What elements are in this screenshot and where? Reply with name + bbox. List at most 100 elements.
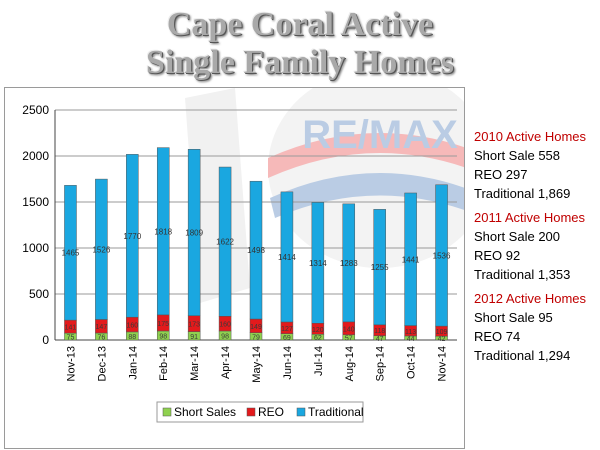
x-tick-label: Nov-13 bbox=[65, 346, 77, 381]
summary-2011-reo: REO 92 bbox=[474, 248, 521, 263]
x-tick-label: Jan-14 bbox=[127, 346, 139, 380]
data-label: 127 bbox=[281, 326, 293, 333]
summary-2011-traditional: Traditional 1,353 bbox=[474, 267, 571, 282]
data-label: 98 bbox=[221, 333, 229, 340]
data-label: 1441 bbox=[402, 255, 420, 264]
summary-2012: 2012 Active Homes Short Sale 95 REO 74 T… bbox=[474, 289, 586, 365]
data-label: 98 bbox=[159, 333, 167, 340]
data-label: 57 bbox=[345, 335, 353, 342]
data-label: 1314 bbox=[309, 259, 327, 268]
data-label: 173 bbox=[188, 322, 200, 329]
data-label: 147 bbox=[96, 324, 108, 331]
data-label: 75 bbox=[67, 335, 75, 342]
summary-2012-short-sale: Short Sale 95 bbox=[474, 310, 553, 325]
x-tick-label: Sep-14 bbox=[375, 346, 387, 381]
y-tick-label: 2500 bbox=[22, 103, 49, 117]
data-label: 1498 bbox=[247, 246, 265, 255]
bar-traditional bbox=[95, 178, 108, 320]
x-tick-label: Dec-13 bbox=[96, 346, 108, 381]
data-label: 1770 bbox=[123, 232, 141, 241]
summary-2010-short-sale: Short Sale 558 bbox=[474, 148, 561, 163]
data-label: 120 bbox=[312, 327, 324, 334]
bar-traditional bbox=[404, 192, 417, 326]
balloon-blue-stripe bbox=[270, 173, 464, 218]
y-tick-label: 1000 bbox=[22, 241, 49, 255]
data-label: 1818 bbox=[154, 227, 172, 236]
bar-traditional bbox=[249, 180, 263, 320]
data-label: 140 bbox=[343, 326, 355, 333]
bar-traditional bbox=[156, 147, 170, 316]
y-tick-label: 2000 bbox=[22, 149, 49, 163]
legend-swatch bbox=[246, 407, 256, 417]
data-label: 44 bbox=[407, 336, 415, 343]
bar-traditional bbox=[280, 191, 294, 323]
data-label: 160 bbox=[219, 322, 231, 329]
legend: Short Sales REO Traditional bbox=[156, 401, 364, 423]
bar-traditional bbox=[126, 154, 139, 318]
summary-2010: 2010 Active Homes Short Sale 558 REO 297… bbox=[474, 127, 586, 203]
x-tick-label: Jun-14 bbox=[282, 346, 294, 380]
legend-swatch bbox=[162, 407, 172, 417]
stacked-bar-chart: RE/MAX 0 500 1000 1500 2000 2500 75 141 1465 Nov-1… bbox=[22, 88, 464, 423]
chart-title-line2: Single Family Homes bbox=[146, 44, 454, 81]
summary-2012-reo: REO 74 bbox=[474, 329, 521, 344]
summary-2012-traditional: Traditional 1,294 bbox=[474, 348, 571, 363]
data-label: 175 bbox=[157, 321, 169, 328]
dollar-sign-shape bbox=[185, 88, 250, 303]
x-tick-label: May-14 bbox=[251, 346, 263, 383]
bar-traditional bbox=[218, 166, 232, 317]
data-label: 1809 bbox=[185, 228, 203, 237]
data-label: 1414 bbox=[278, 253, 296, 262]
data-label: 1255 bbox=[371, 263, 389, 272]
bar-traditional bbox=[187, 149, 201, 316]
y-tick-label: 0 bbox=[42, 333, 49, 347]
data-label: 62 bbox=[314, 335, 322, 342]
x-tick-label: Nov-14 bbox=[437, 346, 449, 381]
data-label: 88 bbox=[128, 334, 136, 341]
data-label: 141 bbox=[65, 325, 77, 332]
data-label: 1526 bbox=[92, 245, 110, 254]
data-label: 1465 bbox=[62, 249, 80, 258]
legend-box bbox=[156, 401, 364, 423]
x-tick-label: Mar-14 bbox=[189, 346, 201, 381]
data-label: 160 bbox=[126, 323, 138, 330]
x-tick-label: Apr-14 bbox=[220, 346, 232, 379]
data-label: 69 bbox=[283, 335, 291, 342]
summary-2010-header: 2010 Active Homes bbox=[474, 129, 587, 144]
data-label: 113 bbox=[405, 329, 416, 336]
y-tick-label: 1500 bbox=[22, 195, 49, 209]
x-tick-label: Oct-14 bbox=[406, 346, 418, 379]
legend-label: REO bbox=[258, 405, 284, 419]
summary-2010-traditional: Traditional 1,869 bbox=[474, 186, 571, 201]
x-tick-label: Aug-14 bbox=[344, 346, 356, 381]
data-label: 1536 bbox=[433, 251, 451, 260]
bar-traditional bbox=[311, 202, 325, 324]
x-tick-label: Jul-14 bbox=[313, 346, 325, 376]
data-label: 118 bbox=[374, 328, 385, 335]
data-label: 1622 bbox=[216, 238, 234, 247]
data-label: 149 bbox=[250, 324, 262, 331]
remax-logo-text: RE/MAX bbox=[302, 113, 458, 157]
summary-2010-reo: REO 297 bbox=[474, 167, 528, 182]
legend-label: Traditional bbox=[308, 405, 364, 419]
data-label: 76 bbox=[97, 335, 105, 342]
summary-2012-header: 2012 Active Homes bbox=[474, 291, 587, 306]
data-label: 79 bbox=[252, 334, 260, 341]
data-label: 1283 bbox=[340, 259, 358, 268]
chart-title-line1: Cape Coral Active bbox=[166, 6, 434, 43]
summary-2011-header: 2011 Active Homes bbox=[474, 210, 586, 225]
data-label: 109 bbox=[436, 329, 448, 336]
chart-frame: RE/MAX 0 500 1000 1500 2000 2500 75 141 1465 Nov-1… bbox=[4, 87, 465, 449]
summary-2011-short-sale: Short Sale 200 bbox=[474, 229, 561, 244]
summary-2011: 2011 Active Homes Short Sale 200 REO 92 … bbox=[474, 208, 585, 284]
data-label: 42 bbox=[438, 336, 446, 343]
x-tick-label: Feb-14 bbox=[158, 346, 170, 381]
bar-traditional bbox=[64, 185, 77, 321]
legend-label: Short Sales bbox=[174, 405, 236, 419]
legend-swatch bbox=[296, 407, 306, 417]
bar-traditional bbox=[342, 203, 356, 323]
bar-traditional bbox=[435, 184, 448, 327]
balloon-red-stripe bbox=[268, 133, 464, 178]
data-label: 47 bbox=[376, 336, 384, 343]
bar-traditional bbox=[373, 209, 386, 326]
